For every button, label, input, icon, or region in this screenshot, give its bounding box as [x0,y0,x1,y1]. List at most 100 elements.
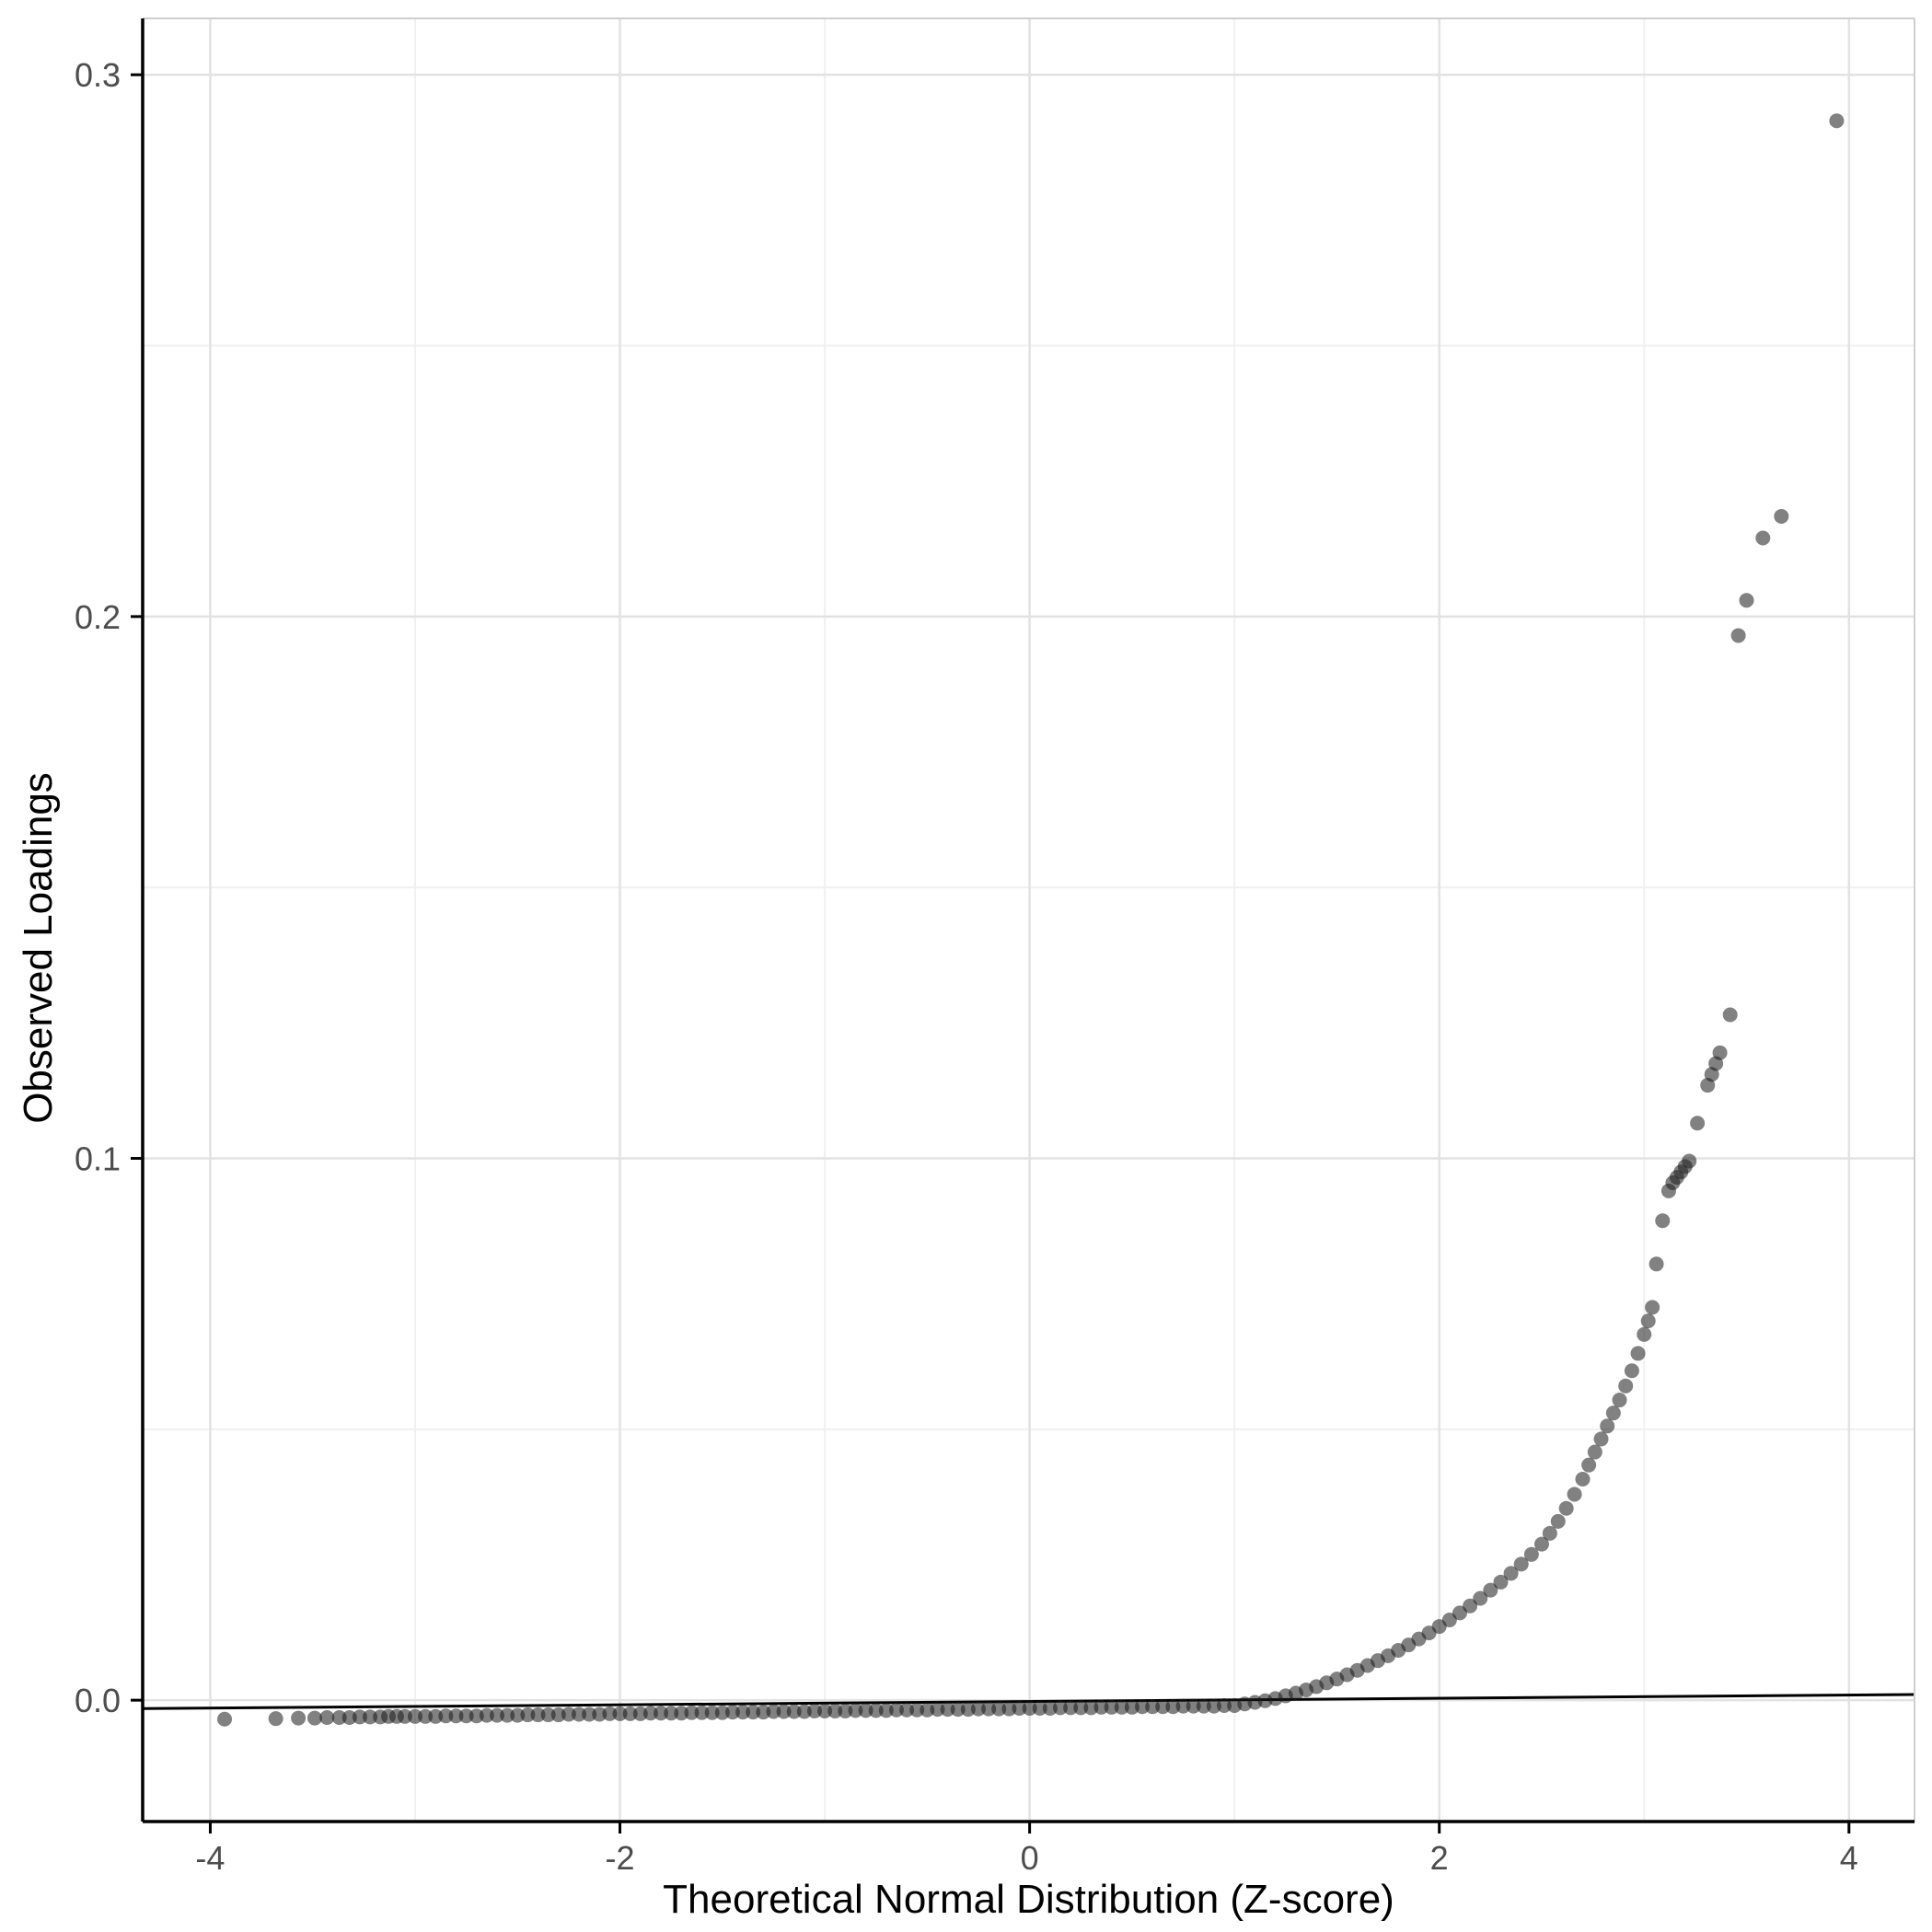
data-point [1463,1598,1478,1614]
data-point [1052,1700,1068,1716]
data-point [479,1707,494,1723]
data-point [1093,1699,1109,1715]
data-point [1649,1256,1664,1272]
data-point [1722,1007,1738,1023]
data-point [950,1702,966,1718]
data-point [458,1708,474,1724]
data-point [1581,1457,1597,1473]
data-point [1774,508,1789,524]
data-point [1730,628,1746,643]
data-point [1829,113,1845,129]
data-point [352,1709,367,1725]
data-point [827,1703,843,1718]
data-point [868,1703,884,1718]
data-point [1175,1698,1191,1714]
data-point [448,1708,464,1724]
data-points [217,113,1845,1727]
data-point [858,1703,873,1718]
data-point [991,1701,1007,1717]
data-point [1012,1700,1027,1716]
data-point [1558,1500,1574,1516]
data-point [319,1709,335,1725]
data-point [735,1705,751,1720]
data-point [363,1709,378,1725]
data-point [930,1702,945,1718]
data-point [1612,1393,1627,1408]
data-point [1032,1700,1047,1716]
data-point [654,1706,669,1721]
data-point [291,1710,307,1726]
y-tick-label: 0.3 [75,56,121,94]
data-point [1022,1700,1037,1716]
data-point [1550,1513,1566,1529]
grid-major [143,18,1915,1822]
data-point [1587,1444,1602,1460]
data-point [1624,1363,1639,1379]
data-point [1493,1574,1509,1590]
x-tick-label: -4 [195,1839,225,1877]
data-point [899,1702,915,1718]
data-point [786,1704,802,1719]
y-tick-label: 0.0 [75,1682,121,1719]
data-point [572,1706,587,1722]
data-point [909,1702,925,1718]
data-point [806,1703,822,1718]
data-point [331,1709,347,1725]
data-point [602,1706,618,1721]
data-point [1739,593,1754,608]
data-point [438,1708,454,1724]
data-point [418,1708,434,1724]
data-point [776,1704,792,1719]
data-point [500,1707,515,1723]
axis-ticks [131,73,1851,1834]
data-point [1063,1700,1079,1716]
x-tick-label: 4 [1840,1839,1858,1877]
data-point [1640,1313,1656,1329]
data-point [1114,1699,1129,1715]
data-point [397,1708,412,1724]
data-point [888,1702,904,1718]
data-point [1605,1406,1621,1421]
data-point [1483,1582,1498,1598]
data-point [1630,1346,1646,1361]
data-point [540,1707,556,1723]
data-point [1637,1326,1652,1342]
y-axis-title: Observed Loadings [16,772,61,1124]
data-point [1575,1471,1591,1487]
y-tick-labels: 0.0 0.1 0.2 0.3 [75,56,121,1719]
data-point [1452,1605,1467,1621]
data-point [1593,1431,1609,1447]
data-point [622,1706,638,1721]
data-point [1503,1566,1519,1581]
data-point [1513,1556,1529,1572]
y-tick-label: 0.2 [75,598,121,636]
data-point [530,1707,546,1723]
data-point [1104,1699,1119,1715]
data-point [561,1706,576,1722]
data-point [766,1704,781,1719]
data-point [724,1705,740,1720]
data-point [1682,1153,1697,1169]
data-point [1135,1699,1151,1715]
data-point [848,1703,863,1718]
data-point [1473,1591,1488,1606]
y-tick-label: 0.1 [75,1140,121,1178]
data-point [704,1705,720,1720]
data-point [1217,1698,1232,1714]
x-tick-label: 2 [1430,1839,1449,1877]
data-point [817,1703,833,1718]
data-point [1618,1378,1634,1394]
data-point [940,1702,955,1718]
data-point [1542,1525,1557,1541]
data-point [694,1705,710,1720]
data-point [268,1711,283,1727]
data-point [1645,1300,1660,1315]
data-point [746,1705,761,1720]
data-point [582,1706,597,1722]
data-point [612,1706,628,1721]
x-tick-label: 0 [1021,1839,1039,1877]
x-axis-title: Theoretical Normal Distribution (Z-score… [663,1877,1394,1922]
data-point [1145,1699,1161,1715]
